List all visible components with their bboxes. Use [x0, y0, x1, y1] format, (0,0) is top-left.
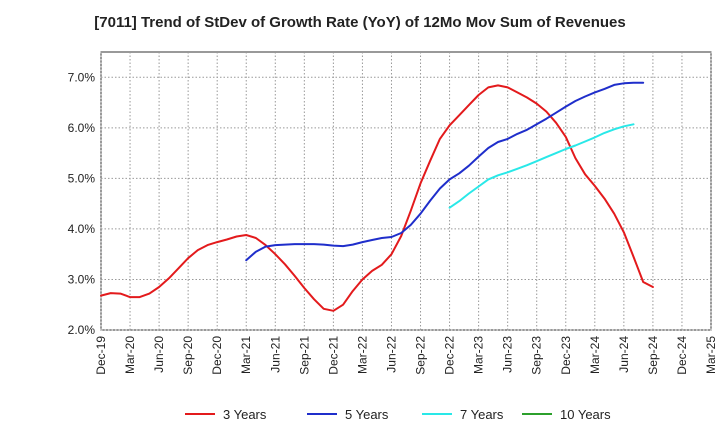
x-tick-label: Dec-21 — [326, 336, 340, 375]
x-tick-label: Mar-22 — [355, 336, 369, 374]
legend: 3 Years 5 Years 7 Years 10 Years — [185, 407, 611, 422]
x-tick-label: Dec-23 — [559, 336, 573, 375]
x-tick-label: Jun-24 — [617, 336, 631, 373]
y-axis-ticks: 2.0% 3.0% 4.0% 5.0% 6.0% 7.0% — [68, 70, 96, 337]
y-tick-label: 7.0% — [68, 70, 96, 84]
y-tick-label: 2.0% — [68, 323, 96, 337]
x-tick-label: Jun-23 — [501, 336, 515, 373]
y-tick-label: 5.0% — [68, 171, 96, 185]
series-line-5-years — [245, 81, 645, 262]
x-tick-label: Jun-20 — [152, 336, 166, 373]
series-layer — [100, 81, 654, 312]
x-tick-label: Dec-19 — [94, 336, 108, 375]
legend-label: 3 Years — [223, 407, 267, 422]
y-tick-label: 6.0% — [68, 121, 96, 135]
legend-label: 7 Years — [460, 407, 504, 422]
legend-label: 10 Years — [560, 407, 611, 422]
x-tick-label: Jun-21 — [268, 336, 282, 373]
x-tick-label: Sep-21 — [297, 336, 311, 375]
x-tick-label: Mar-23 — [472, 336, 486, 374]
y-tick-label: 4.0% — [68, 222, 96, 236]
grid-layer — [100, 52, 712, 331]
x-tick-label: Sep-24 — [646, 336, 660, 375]
x-tick-label: Dec-24 — [675, 336, 689, 375]
x-tick-label: Dec-20 — [210, 336, 224, 375]
series-line-3-years — [100, 84, 654, 312]
x-axis-ticks: Dec-19 Mar-20 Jun-20 Sep-20 Dec-20 Mar-21 Jun-… — [94, 336, 718, 375]
x-tick-label: Dec-22 — [443, 336, 457, 375]
legend-label: 5 Years — [345, 407, 389, 422]
x-tick-label: Mar-21 — [239, 336, 253, 374]
plot-area — [100, 51, 712, 331]
series-line-7-years — [448, 123, 635, 209]
chart-title: [7011] Trend of StDev of Growth Rate (Yo… — [94, 14, 626, 31]
x-tick-label: Mar-25 — [704, 336, 718, 374]
x-tick-label: Jun-22 — [384, 336, 398, 373]
x-tick-label: Mar-20 — [123, 336, 137, 374]
x-tick-label: Sep-23 — [530, 336, 544, 375]
y-tick-label: 3.0% — [68, 272, 96, 286]
x-tick-label: Mar-24 — [588, 336, 602, 374]
x-tick-label: Sep-20 — [181, 336, 195, 375]
x-tick-label: Sep-22 — [414, 336, 428, 375]
